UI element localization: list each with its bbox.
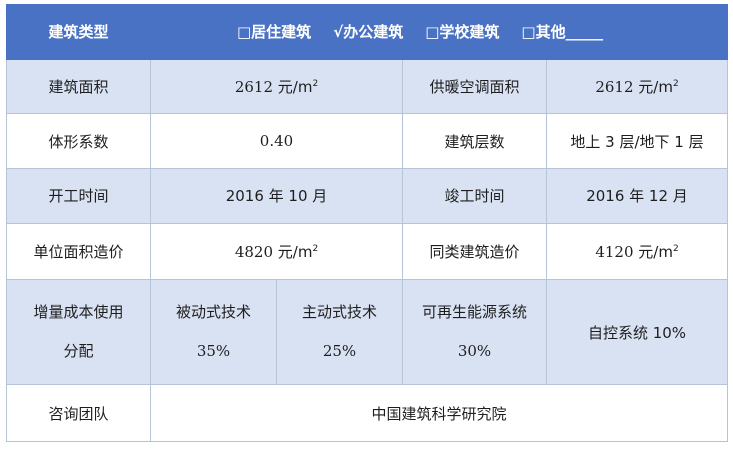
shape-coefficient-label: 体形系数 [6, 113, 151, 169]
start-time-label: 开工时间 [6, 167, 151, 224]
floors-label: 建筑层数 [402, 113, 547, 169]
table-row: 体形系数 0.40 建筑层数 地上 3 层/地下 1 层 [6, 113, 729, 169]
area-value: 2612 元/m2 [150, 58, 403, 115]
header-row: 建筑类型 □居住建筑 √办公建筑 □学校建筑 □其他_____ [6, 4, 729, 60]
hvac-area-label: 供暖空调面积 [402, 58, 547, 115]
similar-cost-label: 同类建筑造价 [402, 222, 547, 281]
allocation-control: 自控系统 10% [545, 279, 729, 386]
start-time-value: 2016 年 10 月 [150, 167, 403, 224]
completion-time-label: 竣工时间 [402, 167, 547, 224]
option-other: □其他_____ [521, 23, 604, 42]
building-type-label: 建筑类型 [6, 4, 151, 60]
table-row: 增量成本使用 分配 被动式技术 35% 主动式技术 25% 可再生能源系统 30… [6, 279, 729, 386]
consulting-team-label: 咨询团队 [6, 384, 151, 442]
option-residential: □居住建筑 [237, 23, 312, 42]
table-row: 咨询团队 中国建筑科学研究院 [6, 384, 729, 442]
allocation-renewable: 可再生能源系统 30% [402, 279, 547, 386]
building-info-table: 建筑类型 □居住建筑 √办公建筑 □学校建筑 □其他_____ 建筑面积 2612 元… [6, 4, 729, 442]
table-row: 单位面积造价 4820 元/m2 同类建筑造价 4120 元/m2 [6, 222, 729, 281]
shape-coefficient-value: 0.40 [150, 113, 403, 169]
completion-time-value: 2016 年 12 月 [545, 167, 729, 224]
consulting-team-value: 中国建筑科学研究院 [149, 384, 729, 442]
allocation-active: 主动式技术 25% [276, 279, 403, 386]
area-label: 建筑面积 [6, 58, 151, 115]
allocation-passive: 被动式技术 35% [150, 279, 277, 386]
table-row: 开工时间 2016 年 10 月 竣工时间 2016 年 12 月 [6, 167, 729, 224]
floors-value: 地上 3 层/地下 1 层 [545, 113, 729, 169]
hvac-area-value: 2612 元/m2 [545, 58, 729, 115]
unit-cost-value: 4820 元/m2 [150, 222, 403, 281]
option-office: √办公建筑 [333, 23, 404, 42]
allocation-label: 增量成本使用 分配 [6, 279, 151, 386]
table-row: 建筑面积 2612 元/m2 供暖空调面积 2612 元/m2 [6, 58, 729, 115]
option-school: □学校建筑 [425, 23, 500, 42]
building-type-options: □居住建筑 √办公建筑 □学校建筑 □其他_____ [149, 4, 729, 60]
similar-cost-value: 4120 元/m2 [545, 222, 729, 281]
unit-cost-label: 单位面积造价 [6, 222, 151, 281]
